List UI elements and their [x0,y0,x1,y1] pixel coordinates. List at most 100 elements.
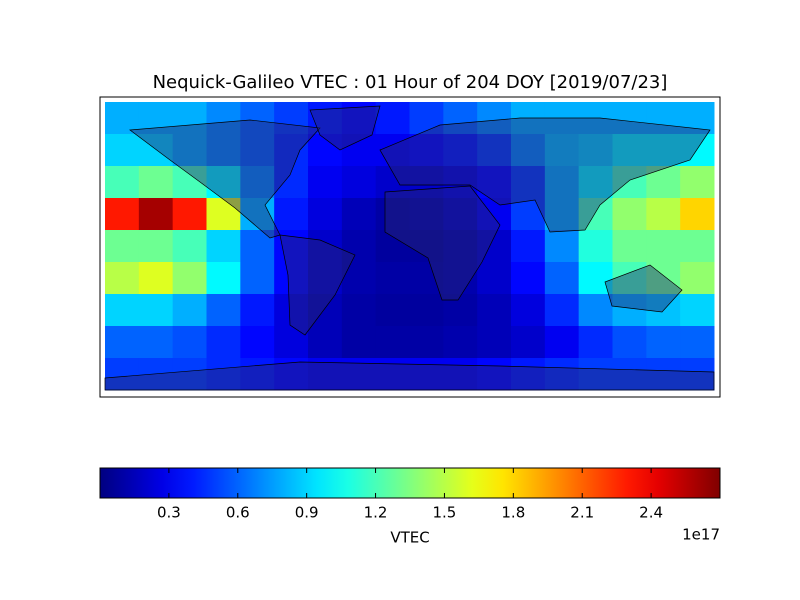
heatmap-cell [477,294,512,327]
heatmap-cell [612,262,647,295]
heatmap-cell [443,102,478,135]
heatmap-cell [646,262,681,295]
heatmap-cell [612,166,647,199]
heatmap-cell [443,358,478,391]
south-america [279,234,356,336]
heatmap-cell [680,294,715,327]
heatmap-cell [511,230,546,263]
heatmap-cell [105,326,140,359]
heatmap-cell [172,326,207,359]
heatmap-cell [477,166,512,199]
heatmap-cell [308,102,343,135]
heatmap-cell [409,102,444,135]
heatmap-cell [138,230,174,263]
heatmap-cell [646,326,681,359]
heatmap-cell [443,294,478,327]
heatmap-cell [680,102,715,135]
heatmap-cell [544,262,580,295]
continents [104,105,715,391]
heatmap-cell [544,230,580,263]
heatmap-cell [578,198,613,231]
heatmap-cell [375,134,410,167]
heatmap-cell [274,262,309,295]
heatmap-cell [274,198,309,231]
colorbar-tick-label: 1.8 [501,504,525,522]
heatmap-cell [578,134,613,167]
heatmap-cell [443,230,478,263]
heatmap-cell [646,358,681,391]
heatmap-cell [409,294,444,327]
heatmap-cell [308,198,343,231]
heatmap-cell [240,358,275,391]
heatmap-cell [578,358,613,391]
heatmap-cell [206,198,241,231]
heatmap-cell [477,326,512,359]
heatmap-cell [409,326,444,359]
heatmap-cell [308,358,343,391]
africa [384,185,501,301]
heatmap-cell [375,326,410,359]
heatmap-cell [308,230,343,263]
heatmap-cell [172,262,207,295]
heatmap-cell [308,166,343,199]
map-frame [99,96,721,398]
heatmap-cell [240,134,275,167]
heatmap-cell [477,230,512,263]
heatmap-cell [308,134,343,167]
heatmap-cell [240,198,275,231]
heatmap-cell [341,294,377,327]
heatmap-cell [409,134,444,167]
eurasia [379,117,711,233]
heatmap-cell [443,166,478,199]
heatmap-cell [578,230,613,263]
heatmap-cell [206,358,241,391]
colorbar-tick-label: 0.3 [157,504,181,522]
heatmap [105,102,715,391]
heatmap-cell [680,198,715,231]
heatmap-cell [206,326,241,359]
colorbar-tick-label: 2.4 [639,504,663,522]
heatmap-cell [443,198,478,231]
heatmap-cell [206,230,241,263]
heatmap-cell [375,102,410,135]
heatmap-cell [308,294,343,327]
heatmap-cell [375,166,410,199]
colorbar-label: VTEC [390,529,429,547]
heatmap-cell [341,230,377,263]
heatmap-cell [206,294,241,327]
heatmap-cell [138,166,174,199]
heatmap-cell [206,102,241,135]
heatmap-cell [172,102,207,135]
heatmap-cell [578,294,613,327]
heatmap-cell [511,134,546,167]
heatmap-cell [105,294,140,327]
heatmap-cell [409,198,444,231]
heatmap-cell [172,134,207,167]
heatmap-cell [206,262,241,295]
heatmap-cell [511,358,546,391]
heatmap-cell [375,294,410,327]
greenland [309,105,381,151]
heatmap-cell [680,358,715,391]
heatmap-cell [544,166,580,199]
heatmap-cell [409,166,444,199]
heatmap-cell [274,326,309,359]
heatmap-cell [240,230,275,263]
heatmap-cell [105,358,140,391]
heatmap-cell [138,358,174,391]
heatmap-cell [680,230,715,263]
heatmap-cell [172,230,207,263]
chart-title: Nequick-Galileo VTEC : 01 Hour of 204 DO… [153,72,668,93]
colorbar-tick-label: 1.2 [364,504,388,522]
heatmap-cell [612,102,647,135]
heatmap-cell [477,102,512,135]
heatmap-cell [477,198,512,231]
heatmap-cell [375,230,410,263]
heatmap-cell [172,198,207,231]
heatmap-cell [612,230,647,263]
heatmap-cell [341,134,377,167]
heatmap-cell [477,134,512,167]
australia [604,264,683,313]
heatmap-cell [443,134,478,167]
